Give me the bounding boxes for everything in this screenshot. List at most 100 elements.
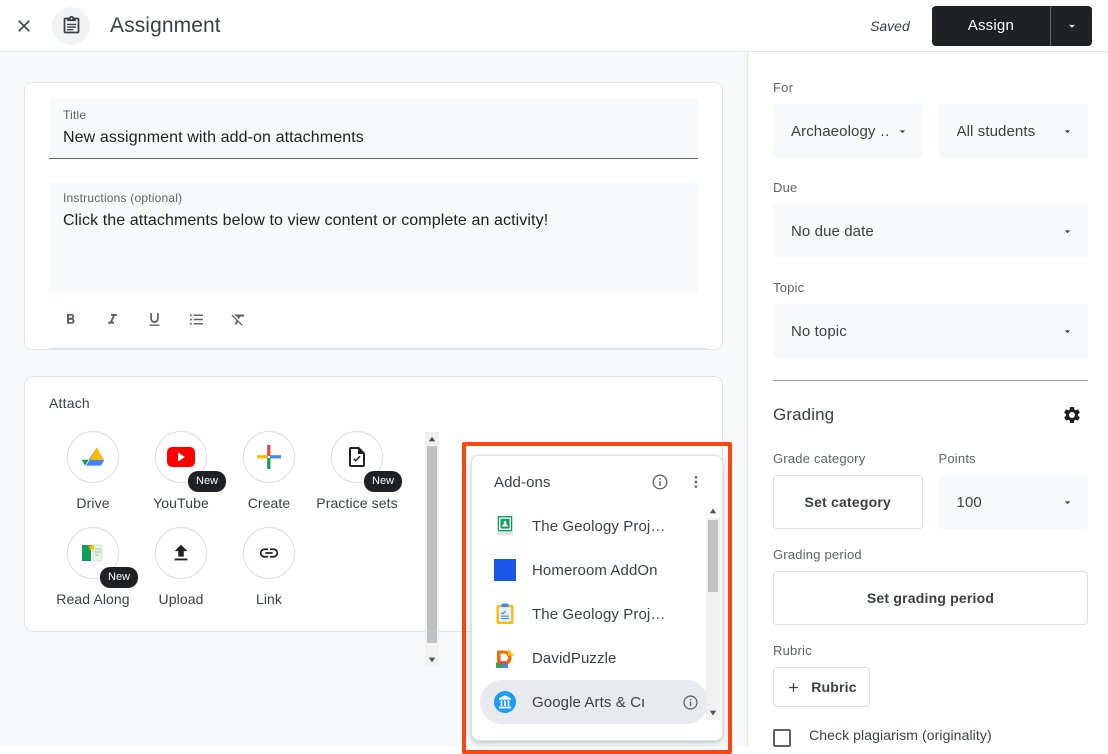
chevron-down-icon <box>1053 496 1074 509</box>
addon-item-geology-clipboard[interactable]: The Geology Proj… <box>480 592 708 636</box>
points-select[interactable]: 100 <box>938 475 1088 529</box>
close-button[interactable] <box>4 6 44 46</box>
scrollbar-thumb[interactable] <box>708 520 718 592</box>
instructions-label: Instructions (optional) <box>63 191 183 205</box>
bulleted-list-icon <box>189 313 203 325</box>
course-select-value: Archaeology … <box>791 122 888 140</box>
bold-button[interactable] <box>55 304 85 334</box>
due-date-value: No due date <box>791 222 874 240</box>
title-label: Title <box>63 108 87 122</box>
due-date-select[interactable]: No due date <box>773 204 1088 258</box>
addon-item-google-arts-culture[interactable]: Google Arts & Cı <box>480 680 708 724</box>
scrollbar-thumb[interactable] <box>427 446 437 643</box>
info-circle-icon <box>682 694 698 710</box>
addons-list: The Geology Proj… Homeroom AddOn <box>472 504 708 734</box>
attach-heading: Attach <box>49 395 90 411</box>
assignment-clipboard-icon <box>63 15 79 34</box>
geology-classroom-icon <box>494 515 516 537</box>
attach-option-practice-sets[interactable]: New Practice sets <box>313 431 403 513</box>
new-badge: New <box>100 567 139 588</box>
youtube-icon <box>167 447 195 467</box>
plagiarism-label-group: Check plagiarism (originality) Learn mor… <box>809 727 992 747</box>
grading-period-label: Grading period <box>773 547 862 562</box>
addons-info-button[interactable] <box>648 470 672 494</box>
scroll-up-button[interactable] <box>706 504 720 518</box>
attach-label: Drive <box>76 495 110 511</box>
create-plus-icon <box>257 445 281 469</box>
close-icon <box>18 19 30 32</box>
attach-list-scrollbar[interactable] <box>425 432 439 667</box>
for-label: For <box>773 80 794 95</box>
assign-button-group: Assign <box>931 5 1092 46</box>
attach-row-2: New Read Along Upload <box>49 513 698 609</box>
addons-list-scrollbar[interactable] <box>706 504 720 734</box>
bulleted-list-button[interactable] <box>181 304 211 334</box>
grading-settings-button[interactable] <box>1056 399 1088 431</box>
addon-name: Homeroom AddOn <box>532 561 658 579</box>
google-drive-icon <box>81 447 105 466</box>
attach-label: Practice sets <box>316 495 398 511</box>
addon-name: The Geology Proj… <box>532 605 666 623</box>
attach-option-link[interactable]: Link <box>225 527 313 609</box>
caret-up-icon <box>428 436 436 442</box>
new-badge: New <box>364 471 403 492</box>
topic-select[interactable]: No topic <box>773 304 1088 358</box>
assign-dropdown-button[interactable] <box>1050 5 1092 46</box>
assign-button[interactable]: Assign <box>931 5 1050 46</box>
attach-option-create[interactable]: Create <box>225 431 313 513</box>
course-select[interactable]: Archaeology … <box>773 104 923 158</box>
top-app-bar: Assignment Saved Assign <box>0 0 1108 52</box>
add-rubric-label: Rubric <box>811 679 857 695</box>
chevron-down-icon <box>1068 24 1075 28</box>
addons-list-wrap: The Geology Proj… Homeroom AddOn <box>472 504 722 734</box>
chevron-down-icon <box>1053 225 1074 238</box>
set-grading-period-button[interactable]: Set grading period <box>773 571 1088 625</box>
points-label: Points <box>938 451 976 466</box>
new-badge: New <box>188 471 227 492</box>
clear-formatting-icon <box>230 314 244 326</box>
set-category-button[interactable]: Set category <box>773 475 923 529</box>
attach-icon-wrap <box>67 431 119 483</box>
students-select[interactable]: All students <box>938 104 1088 158</box>
addon-name: DavidPuzzle <box>532 649 617 667</box>
attach-option-youtube[interactable]: New YouTube <box>137 431 227 513</box>
scroll-down-button[interactable] <box>706 706 720 720</box>
add-rubric-button[interactable]: Rubric <box>773 667 870 707</box>
plagiarism-checkbox[interactable] <box>773 729 791 747</box>
text-format-toolbar <box>49 292 708 349</box>
attach-option-read-along[interactable]: New Read Along <box>49 527 139 609</box>
homeroom-blue-square-icon <box>494 559 516 581</box>
chevron-down-icon <box>1053 125 1074 138</box>
davidpuzzle-icon <box>494 647 516 669</box>
attach-label: Upload <box>158 591 204 607</box>
addon-item-geology-classroom[interactable]: The Geology Proj… <box>480 504 708 548</box>
attach-icon-wrap <box>243 527 295 579</box>
attach-option-upload[interactable]: Upload <box>137 527 225 609</box>
scroll-up-button[interactable] <box>425 432 439 446</box>
addons-popup: Add-ons <box>471 455 723 741</box>
title-value: New assignment with add-on attachments <box>63 129 364 146</box>
addon-info-button[interactable] <box>680 692 700 712</box>
instructions-input[interactable]: Instructions (optional) Click the attach… <box>49 182 698 292</box>
addon-item-davidpuzzle[interactable]: DavidPuzzle <box>480 636 708 680</box>
attach-option-drive[interactable]: Drive <box>49 431 137 513</box>
attach-label: YouTube <box>153 495 209 511</box>
grade-category-group: Grade category Set category <box>773 451 923 529</box>
addons-header-actions <box>648 470 708 494</box>
for-selectors: Archaeology … All students <box>773 104 1088 158</box>
top-bar-actions: Saved Assign <box>870 5 1108 46</box>
addons-more-options-button[interactable] <box>684 470 708 494</box>
instructions-value: Click the attachments below to view cont… <box>63 212 549 229</box>
clear-formatting-button[interactable] <box>223 304 253 334</box>
page-title: Assignment <box>110 13 221 37</box>
italic-button[interactable] <box>97 304 127 334</box>
grading-title: Grading <box>773 405 835 424</box>
topic-value: No topic <box>791 322 847 340</box>
attach-icon-wrap <box>155 527 207 579</box>
title-input[interactable]: Title New assignment with add-on attachm… <box>49 99 698 159</box>
addon-item-homeroom[interactable]: Homeroom AddOn <box>480 548 708 592</box>
scroll-down-button[interactable] <box>425 653 439 667</box>
practice-sets-icon <box>349 447 365 467</box>
underline-button[interactable] <box>139 304 169 334</box>
assignment-type-icon-wrap <box>52 6 90 45</box>
